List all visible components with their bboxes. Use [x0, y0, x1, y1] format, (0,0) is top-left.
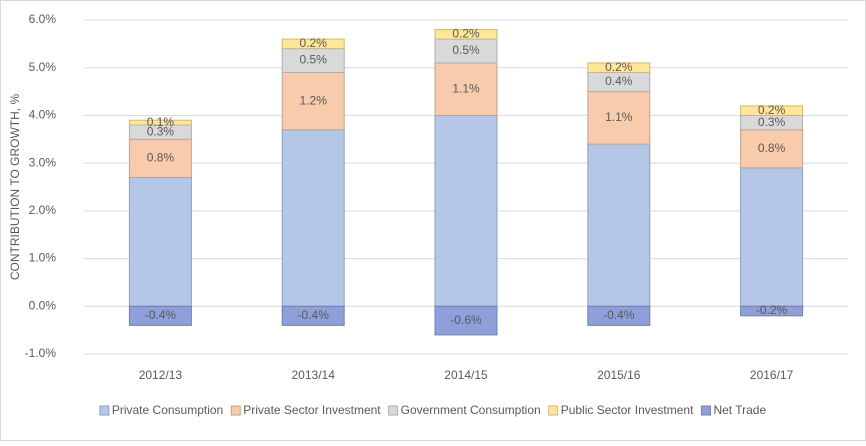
data-label: -0.4%	[603, 308, 635, 322]
y-tick-label: 6.0%	[29, 12, 57, 26]
bar-segment	[128, 119, 192, 126]
bar-segment	[281, 71, 345, 131]
data-label: 1.1%	[605, 110, 633, 124]
y-tick-label: 1.0%	[29, 251, 57, 265]
bar-segment	[128, 305, 192, 326]
bar-segment	[587, 143, 651, 307]
y-tick-label: 4.0%	[29, 108, 57, 122]
legend-swatch	[99, 405, 110, 416]
bar-segment	[128, 176, 192, 307]
bar-segment	[128, 138, 192, 178]
x-tick-label: 2012/13	[139, 368, 183, 382]
data-label: 0.3%	[758, 115, 786, 129]
y-tick-label: 5.0%	[29, 60, 57, 74]
data-label: 0.4%	[605, 74, 633, 88]
bar-segment	[281, 38, 345, 50]
legend-label: Private Consumption	[112, 403, 223, 417]
y-tick-label: 2.0%	[29, 203, 57, 217]
legend-label: Private Sector Investment	[243, 403, 381, 417]
x-tick-label: 2013/14	[292, 368, 336, 382]
y-tick-label: -1.0%	[25, 346, 57, 360]
bar-segment	[434, 62, 498, 116]
bar-segment	[434, 114, 498, 307]
bar-segment	[740, 105, 804, 116]
bar-segment	[434, 29, 498, 40]
data-label: 1.1%	[452, 81, 480, 95]
bar-segment	[587, 305, 651, 326]
data-label: 1.2%	[300, 93, 328, 107]
legend-label: Government Consumption	[401, 403, 541, 417]
legend-swatch	[548, 405, 559, 416]
legend-swatch	[700, 405, 711, 416]
x-tick-label: 2015/16	[597, 368, 641, 382]
y-tick-label: 0.0%	[29, 298, 57, 312]
bar-segment	[740, 305, 804, 317]
data-label: 0.5%	[300, 53, 328, 67]
y-axis-label: CONTRIBUTION TO GROWTH, %	[8, 94, 22, 281]
data-label: -0.6%	[450, 313, 482, 327]
data-label: -0.4%	[298, 308, 330, 322]
bar-segment	[740, 129, 804, 169]
bar-segment	[587, 62, 651, 73]
legend-label: Public Sector Investment	[561, 403, 694, 417]
bar-segment	[740, 167, 804, 307]
data-label: 0.2%	[452, 26, 480, 40]
legend-label: Net Trade	[713, 403, 766, 417]
bar-segment	[281, 129, 345, 307]
data-label: 0.2%	[300, 36, 328, 50]
data-label: 0.2%	[758, 103, 786, 117]
x-tick-label: 2014/15	[444, 368, 488, 382]
bar-segment	[434, 305, 498, 336]
data-label: -0.2%	[756, 303, 788, 317]
data-label: 0.3%	[147, 124, 175, 138]
data-label: 0.2%	[605, 60, 633, 74]
legend-swatch	[230, 405, 241, 416]
bar-segment	[587, 91, 651, 145]
legend-swatch	[388, 405, 399, 416]
data-label: 0.5%	[452, 43, 480, 57]
data-label: -0.4%	[145, 308, 177, 322]
data-label: 0.8%	[758, 141, 786, 155]
data-label: 0.8%	[147, 151, 175, 165]
bar-segment	[281, 305, 345, 326]
data-label: 0.1%	[147, 115, 175, 129]
x-tick-label: 2016/17	[750, 368, 794, 382]
y-tick-label: 3.0%	[29, 155, 57, 169]
